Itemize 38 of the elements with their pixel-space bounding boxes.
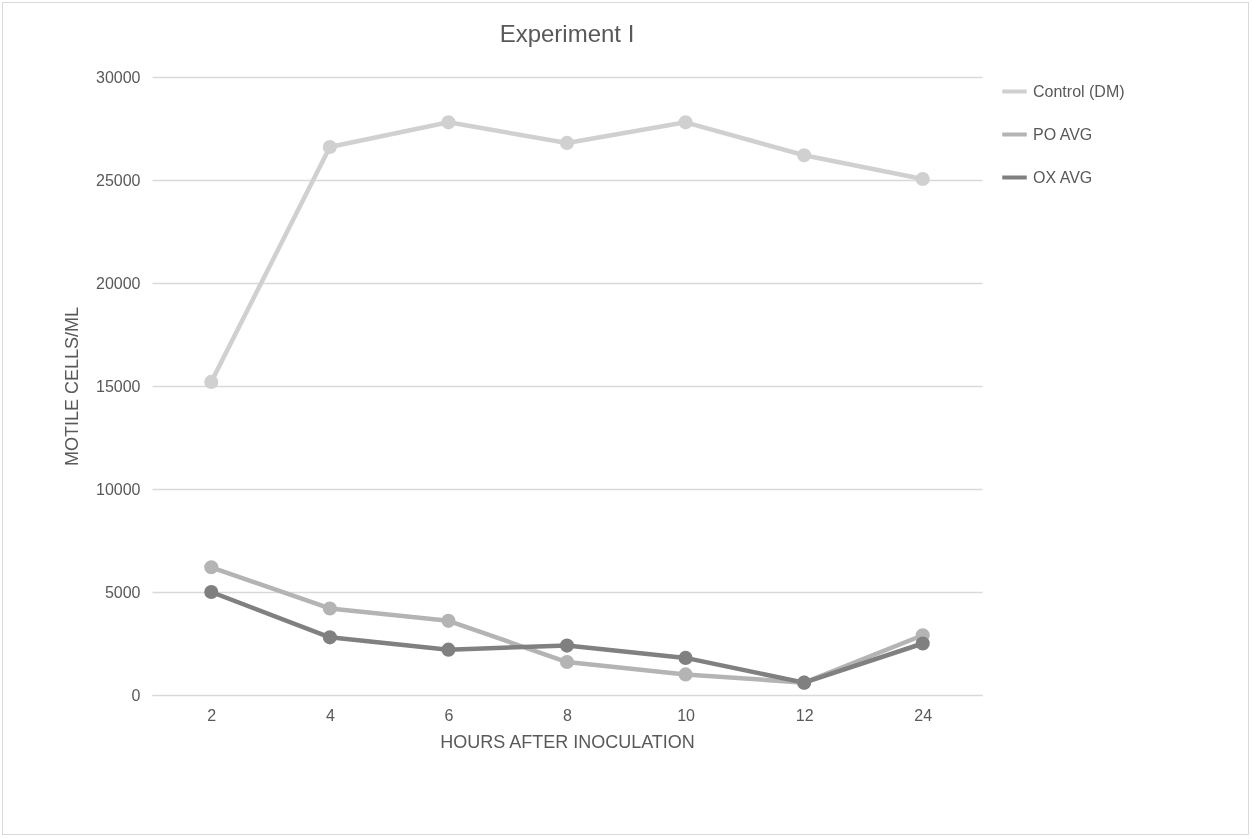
y-tick-label: 20000: [96, 274, 141, 292]
y-tick-label: 30000: [96, 68, 141, 86]
point: [559, 638, 575, 653]
point: [441, 115, 456, 130]
point: [678, 650, 693, 665]
point: [915, 636, 930, 651]
x-tick-label: 10: [677, 706, 696, 724]
point: [204, 374, 219, 389]
point: [322, 630, 337, 645]
y-tick-label: 25000: [96, 171, 141, 189]
point: [678, 667, 693, 682]
legend-label: OX AVG: [1033, 168, 1093, 186]
x-tick-label: 12: [795, 706, 814, 724]
point: [441, 613, 456, 628]
point: [915, 171, 930, 187]
x-tick-label: 4: [325, 706, 335, 724]
x-tick-label: 24: [914, 706, 933, 724]
point: [559, 135, 575, 150]
point: [204, 584, 219, 600]
x-axis-title: HOURS AFTER INOCULATION: [440, 731, 695, 752]
y-tick-label: 15000: [96, 377, 141, 395]
y-axis-title: MOTILE CELLS/ML: [62, 306, 83, 467]
x-tick-label: 8: [563, 706, 573, 724]
point: [204, 560, 219, 575]
legend-label: PO AVG: [1033, 125, 1093, 143]
point: [559, 654, 575, 670]
point: [322, 601, 337, 616]
legend-label: Control (DM): [1033, 82, 1125, 100]
point: [797, 148, 812, 163]
x-tick-label: 2: [207, 706, 217, 724]
point: [322, 139, 337, 155]
y-tick-label: 0: [131, 686, 141, 704]
x-tick-label: 6: [444, 706, 454, 724]
point: [441, 642, 456, 657]
point: [678, 115, 693, 130]
chart-title: Experiment I: [499, 20, 635, 47]
y-tick-label: 5000: [104, 583, 141, 601]
y-tick-label: 10000: [96, 480, 141, 498]
